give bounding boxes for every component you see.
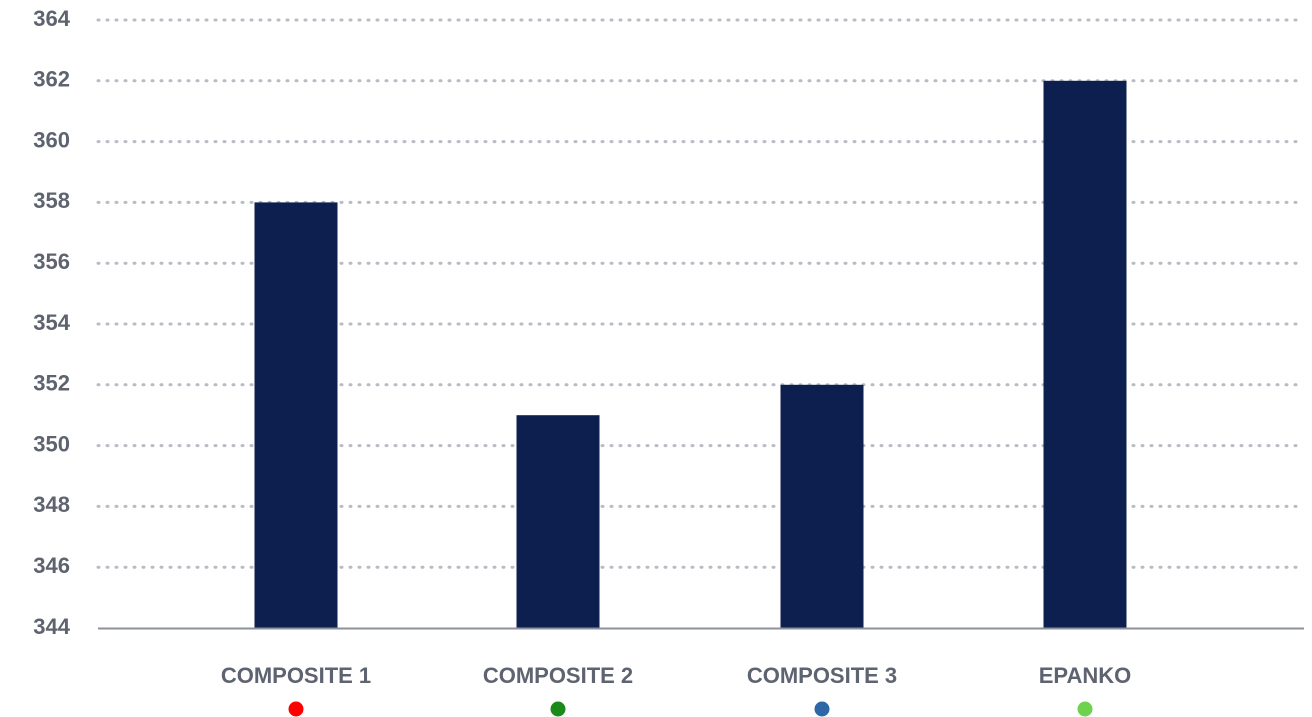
bar-epanko [1043, 80, 1127, 629]
y-tick-label: 354 [33, 310, 70, 335]
y-tick-label: 348 [33, 492, 70, 517]
category-marker-dot [1077, 701, 1093, 717]
y-tick-label: 344 [33, 614, 70, 639]
y-tick-label: 352 [33, 371, 70, 396]
y-tick-label: 358 [33, 188, 70, 213]
y-tick-label: 346 [33, 553, 70, 578]
y-tick-label: 356 [33, 249, 70, 274]
category-marker-dot [814, 701, 830, 717]
bar-composite-2 [516, 415, 600, 628]
y-tick-label: 350 [33, 431, 70, 456]
x-category-label: EPANKO [1039, 663, 1132, 688]
y-tick-label: 360 [33, 127, 70, 152]
category-marker-dot [288, 701, 304, 717]
y-axis-ticks: 344 346 348 350 352 354 356 358 360 362 364 [33, 6, 70, 639]
x-category-label: COMPOSITE 1 [221, 663, 371, 688]
x-category-label: COMPOSITE 2 [483, 663, 633, 688]
category-markers [288, 701, 1093, 717]
x-category-label: COMPOSITE 3 [747, 663, 897, 688]
gridlines [96, 18, 1306, 569]
bar-composite-1 [254, 202, 338, 628]
y-tick-label: 362 [33, 67, 70, 92]
x-axis-labels: COMPOSITE 1 COMPOSITE 2 COMPOSITE 3 EPANKO [221, 663, 1131, 688]
bar-composite-3 [780, 384, 864, 628]
bars [254, 80, 1127, 629]
y-tick-label: 364 [33, 6, 70, 31]
category-marker-dot [550, 701, 566, 717]
